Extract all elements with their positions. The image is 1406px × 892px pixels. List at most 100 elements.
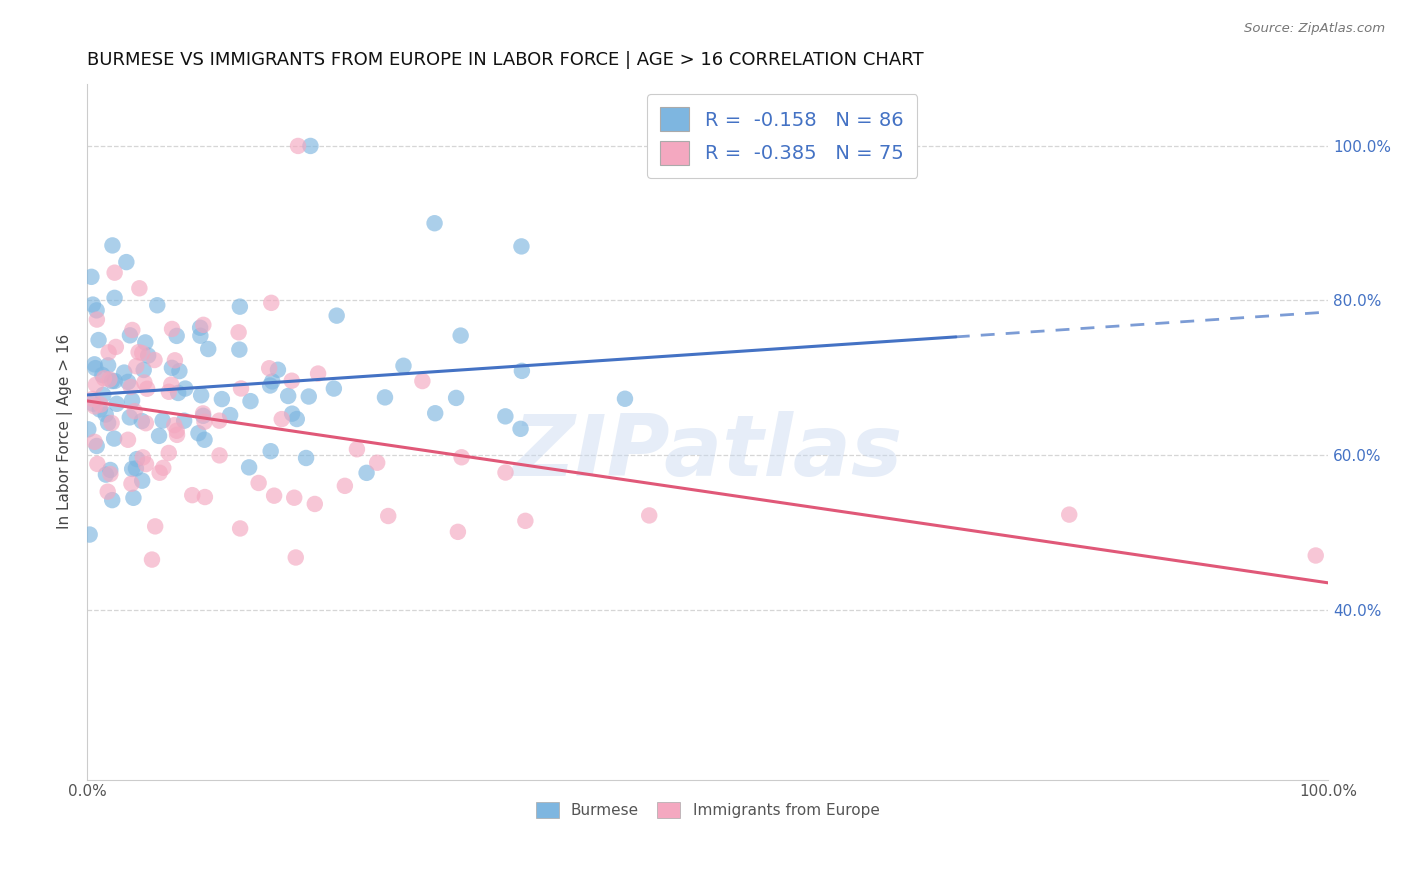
Point — [105, 397, 128, 411]
Point — [115, 255, 138, 269]
Point — [97, 416, 120, 430]
Point — [613, 392, 636, 406]
Point — [356, 466, 378, 480]
Point — [89, 402, 111, 417]
Point — [135, 416, 157, 430]
Point — [80, 269, 103, 284]
Text: BURMESE VS IMMIGRANTS FROM EUROPE IN LABOR FORCE | AGE > 16 CORRELATION CHART: BURMESE VS IMMIGRANTS FROM EUROPE IN LAB… — [87, 51, 924, 69]
Point — [91, 368, 114, 382]
Point — [228, 343, 250, 357]
Point — [281, 407, 304, 421]
Point — [128, 281, 150, 295]
Point — [174, 382, 197, 396]
Point — [304, 497, 326, 511]
Point — [285, 412, 308, 426]
Point — [152, 413, 174, 427]
Point — [124, 404, 146, 418]
Point — [117, 375, 139, 389]
Point — [281, 374, 304, 388]
Point — [141, 552, 163, 566]
Point — [136, 349, 159, 363]
Point — [98, 463, 121, 477]
Point — [132, 450, 155, 465]
Point — [84, 361, 107, 376]
Point — [284, 550, 307, 565]
Point — [86, 312, 108, 326]
Point — [122, 491, 145, 505]
Point — [134, 335, 156, 350]
Point — [86, 303, 108, 318]
Point — [97, 359, 120, 373]
Point — [247, 475, 270, 490]
Point — [166, 424, 188, 438]
Point — [515, 514, 537, 528]
Point — [131, 414, 153, 428]
Point — [208, 414, 231, 428]
Point — [94, 467, 117, 482]
Point — [167, 386, 190, 401]
Point — [194, 490, 217, 504]
Point — [277, 389, 299, 403]
Point — [260, 296, 283, 310]
Point — [146, 298, 169, 312]
Point — [121, 462, 143, 476]
Point — [103, 432, 125, 446]
Point — [121, 393, 143, 408]
Point — [191, 406, 214, 420]
Point — [118, 328, 141, 343]
Point — [125, 452, 148, 467]
Point — [169, 364, 191, 378]
Text: ZIPatlas: ZIPatlas — [512, 411, 903, 494]
Point — [346, 442, 368, 457]
Point — [98, 372, 121, 386]
Point — [152, 460, 174, 475]
Point — [143, 519, 166, 533]
Point — [134, 376, 156, 390]
Point — [239, 394, 262, 409]
Point — [259, 378, 281, 392]
Point — [366, 456, 388, 470]
Point — [450, 328, 472, 343]
Point — [238, 460, 260, 475]
Point — [260, 444, 283, 458]
Point — [86, 439, 108, 453]
Point — [190, 328, 212, 343]
Point — [82, 297, 104, 311]
Point — [131, 474, 153, 488]
Point — [510, 364, 533, 378]
Point — [193, 415, 215, 429]
Point — [90, 398, 112, 412]
Point — [325, 309, 347, 323]
Point — [86, 457, 108, 471]
Point — [82, 392, 104, 406]
Point — [322, 382, 344, 396]
Point — [193, 433, 215, 447]
Point — [392, 359, 415, 373]
Point — [128, 345, 150, 359]
Legend: Burmese, Immigrants from Europe: Burmese, Immigrants from Europe — [530, 796, 886, 824]
Point — [263, 489, 285, 503]
Point — [87, 333, 110, 347]
Point — [125, 461, 148, 475]
Point — [229, 300, 252, 314]
Point — [94, 408, 117, 422]
Point — [83, 400, 105, 414]
Point — [411, 374, 433, 388]
Point — [82, 397, 104, 411]
Point — [143, 353, 166, 368]
Point — [93, 371, 115, 385]
Point — [494, 409, 516, 424]
Point — [104, 340, 127, 354]
Point — [135, 457, 157, 471]
Point — [91, 388, 114, 402]
Point — [101, 238, 124, 252]
Point — [374, 391, 396, 405]
Point — [166, 428, 188, 442]
Point — [149, 466, 172, 480]
Point — [166, 329, 188, 343]
Point — [77, 422, 100, 436]
Point — [193, 318, 215, 332]
Point — [208, 449, 231, 463]
Point — [377, 508, 399, 523]
Point — [257, 361, 280, 376]
